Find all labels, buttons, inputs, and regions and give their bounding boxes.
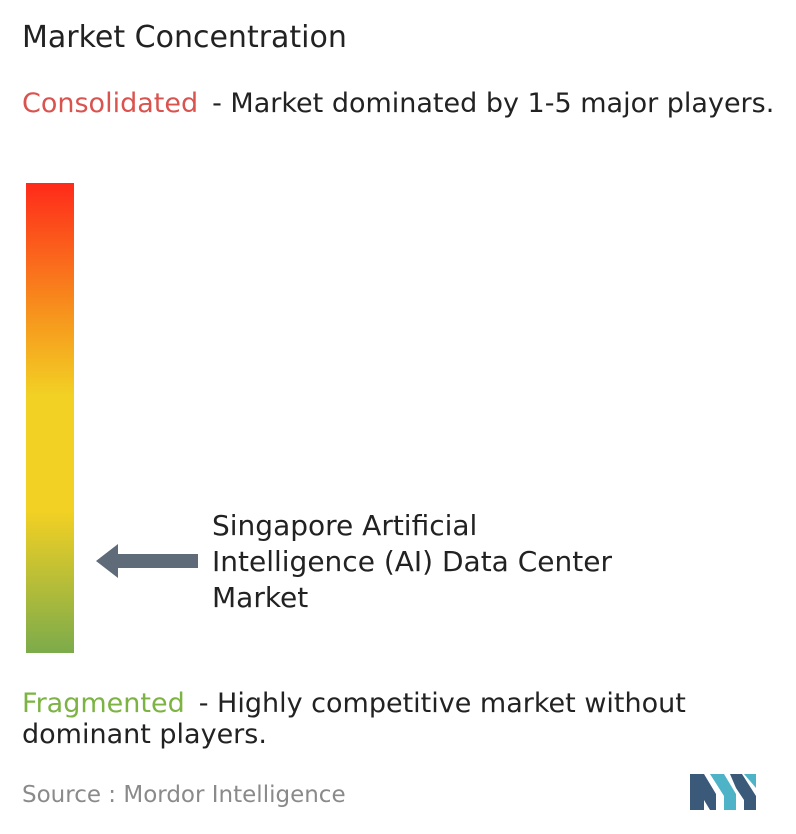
fragmented-label: Fragmented <box>22 688 185 719</box>
chart-title: Market Concentration <box>22 20 347 55</box>
source-credit: Source : Mordor Intelligence <box>22 782 346 808</box>
mordor-intelligence-logo-icon <box>690 774 756 810</box>
consolidated-text: - Market dominated by 1-5 major players. <box>212 88 775 119</box>
scale-gradient <box>26 183 74 653</box>
fragmented-text: - Highly competitive market without domi… <box>22 688 686 750</box>
concentration-scale-bar <box>26 183 74 653</box>
arrow-shape <box>96 544 198 578</box>
market-position-arrow <box>96 544 198 578</box>
consolidated-description: Consolidated - Market dominated by 1-5 ma… <box>22 88 792 119</box>
fragmented-description: Fragmented - Highly competitive market wi… <box>22 688 792 750</box>
market-marker-label: Singapore Artificial Intelligence (AI) D… <box>212 509 612 614</box>
consolidated-label: Consolidated <box>22 88 199 119</box>
